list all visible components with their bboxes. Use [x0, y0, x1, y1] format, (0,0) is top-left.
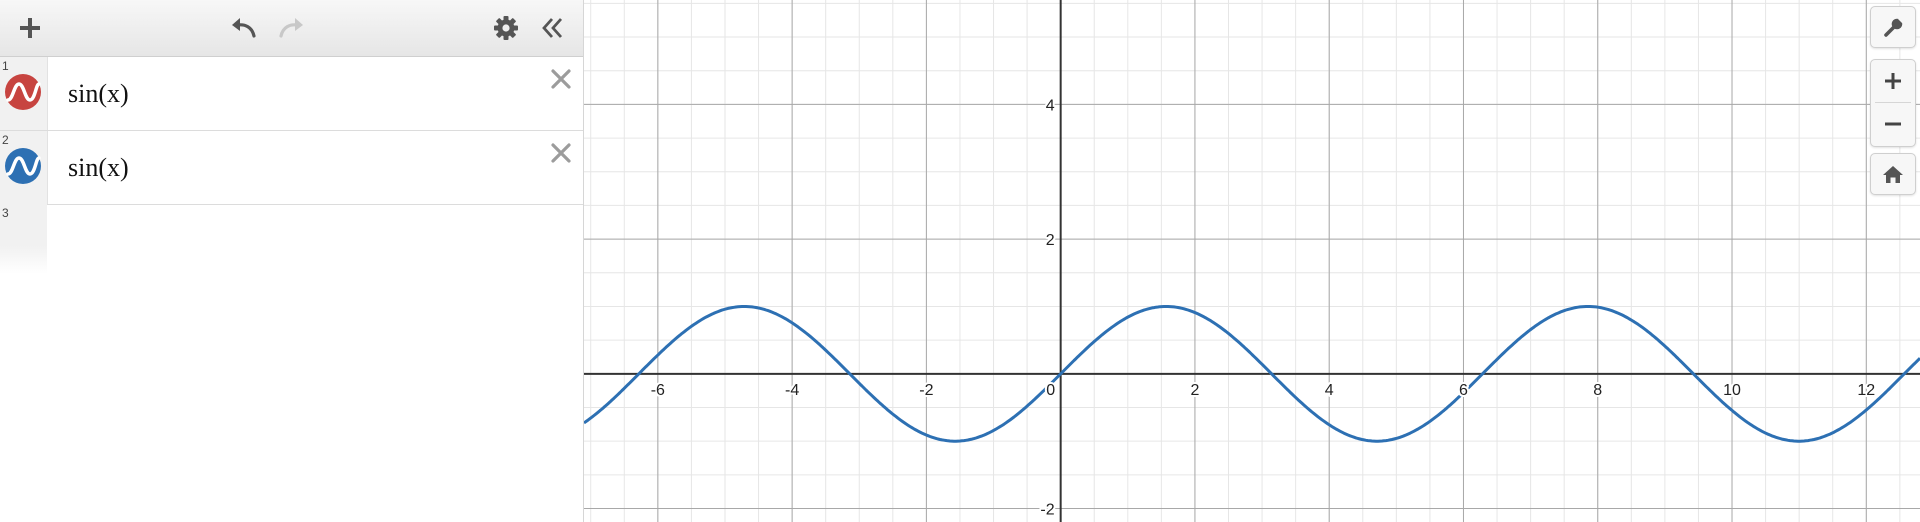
- expression-number: 3: [2, 206, 9, 220]
- expression-panel: 1 sin(x) 2 sin(x): [0, 0, 584, 522]
- collapse-panel-icon: [542, 18, 563, 38]
- expression-row[interactable]: 2 sin(x): [0, 131, 583, 205]
- plus-icon: [20, 18, 40, 38]
- zoom-in-button[interactable]: [1871, 60, 1915, 102]
- y-tick-label: -2: [1040, 502, 1054, 519]
- x-tick-label: 4: [1325, 382, 1334, 399]
- x-tick-label: 0: [1046, 382, 1055, 399]
- close-icon: [551, 69, 571, 89]
- wave-icon[interactable]: [5, 148, 41, 184]
- expression-tab: 1: [0, 57, 48, 130]
- y-tick-label: 2: [1046, 232, 1055, 249]
- expression-tab: 3: [0, 204, 47, 274]
- undo-icon: [232, 18, 256, 38]
- zoom-out-button[interactable]: [1871, 103, 1915, 145]
- expression-input[interactable]: sin(x): [68, 79, 129, 108]
- x-tick-label: 8: [1593, 382, 1602, 399]
- wave-icon[interactable]: [5, 74, 41, 110]
- x-tick-label: -2: [919, 382, 933, 399]
- expression-tab: 2: [0, 131, 48, 204]
- x-tick-label: 12: [1857, 382, 1875, 399]
- x-tick-label: -6: [651, 382, 665, 399]
- redo-button[interactable]: [271, 8, 311, 48]
- y-tick-label: 4: [1046, 97, 1055, 114]
- wrench-icon: [1884, 18, 1903, 37]
- graph-settings-button[interactable]: [1870, 6, 1916, 48]
- redo-icon: [279, 18, 303, 38]
- default-viewport-button[interactable]: [1870, 153, 1916, 195]
- x-tick-label: 6: [1459, 382, 1468, 399]
- gear-icon: [494, 16, 518, 40]
- expression-number: 1: [2, 59, 9, 73]
- zoom-controls: [1870, 59, 1916, 147]
- sine-curve: [584, 305, 1920, 443]
- expression-toolbar: [0, 0, 583, 57]
- expression-number: 2: [2, 133, 9, 147]
- delete-expression-button[interactable]: [547, 139, 575, 167]
- x-tick-label: 2: [1190, 382, 1199, 399]
- graph-paper[interactable]: -6 -4 -2 0 2 4 6 8 10 12 4 2 -2: [584, 0, 1920, 522]
- graph-canvas[interactable]: -6 -4 -2 0 2 4 6 8 10 12 4 2 -2: [584, 0, 1920, 522]
- close-icon: [551, 143, 571, 163]
- settings-button[interactable]: [486, 8, 526, 48]
- delete-expression-button[interactable]: [547, 65, 575, 93]
- zoom-out-icon: [1885, 122, 1901, 126]
- expression-row[interactable]: 1 sin(x): [0, 57, 583, 131]
- zoom-divider: [1875, 102, 1911, 103]
- new-expression-row[interactable]: 3: [0, 204, 583, 274]
- add-expression-button[interactable]: [10, 8, 50, 48]
- x-tick-label: -4: [785, 382, 799, 399]
- undo-button[interactable]: [224, 8, 264, 48]
- zoom-in-icon: [1885, 73, 1901, 89]
- home-icon: [1883, 166, 1903, 183]
- expression-input[interactable]: sin(x): [68, 153, 129, 182]
- collapse-panel-button[interactable]: [533, 8, 573, 48]
- x-tick-label: 10: [1723, 382, 1741, 399]
